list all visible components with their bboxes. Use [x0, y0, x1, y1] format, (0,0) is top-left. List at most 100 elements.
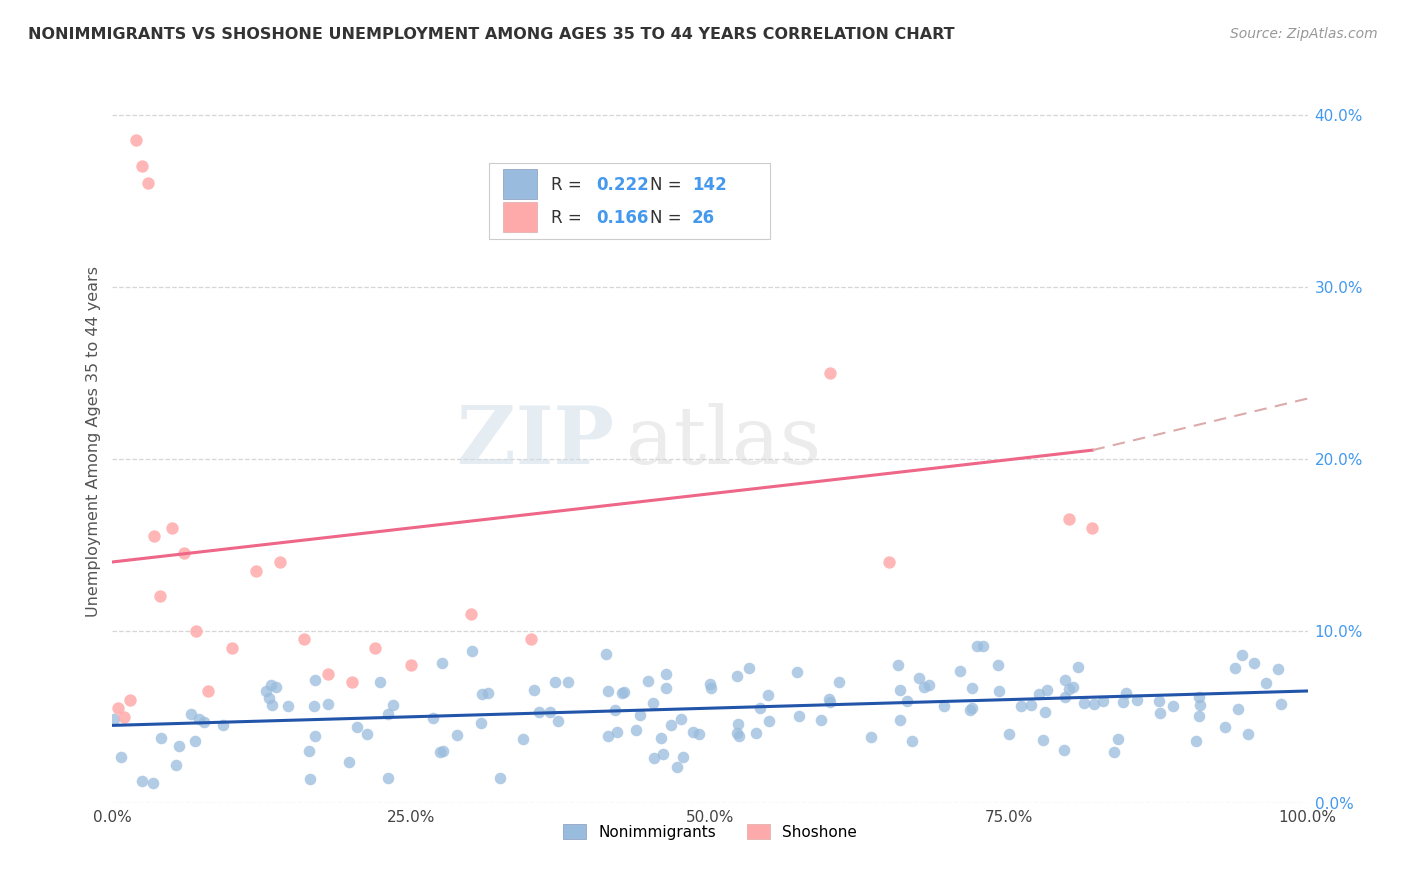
Point: [810, 713, 832, 727]
Point: [460, 607, 482, 621]
Point: [401, 658, 423, 673]
Point: [143, 529, 166, 543]
Point: [1107, 731, 1129, 746]
Point: [908, 671, 931, 685]
Point: [1102, 745, 1125, 759]
Point: [299, 772, 322, 786]
Point: [818, 692, 841, 706]
Point: [197, 684, 219, 698]
Point: [889, 714, 911, 728]
Point: [245, 564, 267, 578]
Text: N =: N =: [651, 176, 682, 194]
Point: [960, 681, 983, 695]
FancyBboxPatch shape: [503, 169, 537, 200]
Point: [1267, 662, 1289, 676]
Point: [949, 665, 972, 679]
Point: [107, 701, 129, 715]
Point: [186, 624, 208, 638]
Point: [1243, 656, 1265, 670]
Point: [859, 730, 882, 744]
Point: [165, 757, 187, 772]
Point: [1230, 648, 1253, 662]
Point: [917, 677, 939, 691]
Point: [1010, 699, 1032, 714]
Point: [1270, 697, 1292, 711]
Point: [432, 744, 454, 758]
Point: [432, 656, 454, 670]
Point: [598, 730, 620, 744]
Point: [529, 705, 551, 719]
Point: [756, 688, 779, 702]
Point: [606, 725, 628, 739]
Point: [520, 632, 543, 647]
Point: [901, 734, 924, 748]
Point: [1053, 690, 1076, 705]
Point: [1161, 699, 1184, 714]
Point: [1057, 681, 1080, 696]
Point: [960, 700, 983, 714]
Point: [828, 675, 851, 690]
Point: [1083, 697, 1105, 711]
Point: [1112, 695, 1135, 709]
Point: [988, 684, 1011, 698]
Point: [292, 632, 315, 647]
Point: [162, 520, 183, 534]
Point: [302, 699, 325, 714]
Point: [131, 774, 153, 789]
Text: NONIMMIGRANTS VS SHOSHONE UNEMPLOYMENT AMONG AGES 35 TO 44 YEARS CORRELATION CHA: NONIMMIGRANTS VS SHOSHONE UNEMPLOYMENT A…: [28, 27, 955, 42]
Point: [446, 728, 468, 742]
Point: [1188, 709, 1211, 723]
Point: [149, 590, 172, 604]
Point: [193, 714, 215, 729]
Point: [173, 546, 195, 560]
Point: [789, 709, 811, 723]
Point: [672, 749, 695, 764]
Point: [150, 731, 173, 745]
Point: [998, 727, 1021, 741]
Point: [669, 712, 692, 726]
Point: [725, 725, 748, 739]
Point: [1062, 680, 1084, 694]
Point: [470, 715, 492, 730]
Point: [738, 660, 761, 674]
Point: [626, 723, 648, 738]
Point: [959, 703, 981, 717]
Point: [688, 727, 710, 741]
Point: [665, 759, 688, 773]
Point: [643, 751, 665, 765]
Point: [547, 714, 569, 729]
Point: [429, 745, 451, 759]
Point: [269, 555, 291, 569]
Point: [1237, 727, 1260, 741]
Point: [1067, 660, 1090, 674]
Point: [477, 686, 499, 700]
Point: [264, 680, 287, 694]
Point: [1188, 690, 1211, 705]
Point: [103, 712, 125, 726]
Point: [1227, 702, 1250, 716]
Point: [120, 692, 142, 706]
Point: [110, 750, 132, 764]
Point: [889, 683, 911, 698]
Text: 142: 142: [692, 176, 727, 194]
Point: [1019, 698, 1042, 712]
Point: [277, 698, 299, 713]
Point: [187, 712, 209, 726]
Point: [818, 695, 841, 709]
Point: [142, 776, 165, 790]
Point: [1081, 520, 1104, 534]
Text: R =: R =: [551, 209, 582, 227]
Point: [180, 707, 202, 722]
Point: [699, 677, 721, 691]
Point: [912, 680, 935, 694]
Point: [725, 669, 748, 683]
Point: [368, 675, 391, 690]
Point: [1028, 687, 1050, 701]
Point: [1053, 673, 1076, 687]
Text: N =: N =: [651, 209, 682, 227]
Point: [356, 727, 378, 741]
Point: [377, 771, 399, 785]
Point: [1184, 733, 1206, 747]
Point: [114, 710, 135, 724]
Point: [316, 666, 339, 681]
